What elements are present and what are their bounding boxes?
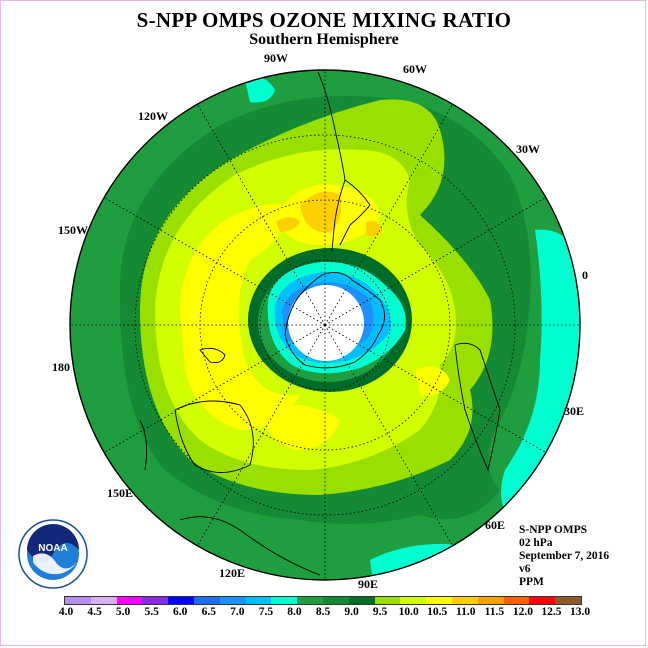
noaa-logo-text: NOAA: [38, 543, 67, 554]
legend-tick-label: 9.5: [372, 606, 388, 618]
lon-label-150e: 150E: [107, 486, 134, 500]
legend-swatch: [348, 597, 375, 604]
lon-label-60e: 60E: [485, 518, 506, 532]
map-subtitle: Southern Hemisphere: [249, 31, 399, 48]
lon-label-30e: 30E: [564, 404, 585, 418]
coastlines: [139, 71, 501, 576]
legend-swatch: [400, 597, 427, 604]
legend-tick-label: 4.0: [58, 606, 74, 618]
lon-label-30w: 30W: [516, 142, 540, 156]
legend-swatch: [168, 597, 194, 604]
legend-tick-label: 12.5: [541, 606, 562, 618]
legend-tick-label: 11.0: [456, 606, 476, 618]
legend-swatch: [374, 597, 401, 604]
legend-swatch: [322, 597, 349, 604]
version-text: v6: [519, 563, 531, 575]
noaa-logo-icon: NOAA: [18, 519, 88, 589]
lon-label-150w: 150W: [58, 223, 88, 237]
legend-tick-label: 6.0: [173, 606, 188, 618]
legend-swatch: [271, 597, 298, 604]
legend-tick-label: 7.5: [258, 606, 274, 618]
legend-swatch: [245, 597, 272, 604]
legend-swatch: [529, 597, 556, 604]
legend-tick-label: 4.5: [87, 606, 102, 618]
legend-ticks: 4.0 4.5 5.0 5.5 6.0 6.5 7.0 7.5 8.0 8.5 9.0 9.5 10.0…: [0, 606, 648, 622]
legend-swatch: [65, 597, 91, 604]
legend-tick-label: 10.5: [427, 606, 448, 618]
legend-swatch: [116, 597, 143, 604]
legend-tick-label: 12.0: [512, 606, 533, 618]
legend-swatch: [142, 597, 169, 604]
legend-swatch: [426, 597, 452, 604]
legend-tick-label: 6.5: [201, 606, 216, 618]
map-boundary: [69, 69, 581, 581]
legend-swatch: [451, 597, 478, 604]
legend-swatch: [477, 597, 504, 604]
legend-swatch: [193, 597, 220, 604]
legend-swatch: [503, 597, 530, 604]
legend-tick-label: 7.0: [230, 606, 245, 618]
lon-label-0: 0: [582, 268, 588, 282]
legend-tick-label: 5.5: [144, 606, 159, 618]
units-text: PPM: [519, 576, 544, 588]
legend-swatch: [297, 597, 323, 604]
lon-label-90w: 90W: [264, 51, 288, 65]
lon-label-60w: 60W: [403, 62, 427, 76]
legend-tick-label: 8.5: [315, 606, 331, 618]
lon-label-120w: 120W: [138, 109, 168, 123]
pressure-level-text: 02 hPa: [519, 537, 553, 549]
legend-tick-label: 11.5: [484, 606, 505, 618]
legend-swatch: [555, 597, 581, 604]
map-title: S-NPP OMPS OZONE MIXING RATIO: [136, 8, 512, 32]
legend-tick-label: 13.0: [569, 606, 591, 618]
instrument-text: S-NPP OMPS: [519, 524, 588, 536]
lon-label-90e: 90E: [358, 577, 379, 591]
legend-tick-label: 8.0: [287, 606, 302, 618]
ozone-field: [70, 70, 580, 580]
legend-tick-label: 5.0: [115, 606, 131, 618]
legend-tick-label: 10.0: [398, 606, 419, 618]
graticule: [70, 70, 580, 580]
legend-swatch: [90, 597, 117, 604]
legend-colorbar: [64, 596, 582, 605]
date-text: September 7, 2016: [519, 550, 610, 562]
legend-tick-label: 9.0: [344, 606, 359, 618]
south-pole-marker: [323, 323, 327, 327]
lon-label-120e: 120E: [219, 566, 246, 580]
lon-label-180: 180: [52, 360, 70, 374]
legend-swatch: [219, 597, 246, 604]
product-info: S-NPP OMPS 02 hPa September 7, 2016 v6 P…: [519, 524, 609, 589]
